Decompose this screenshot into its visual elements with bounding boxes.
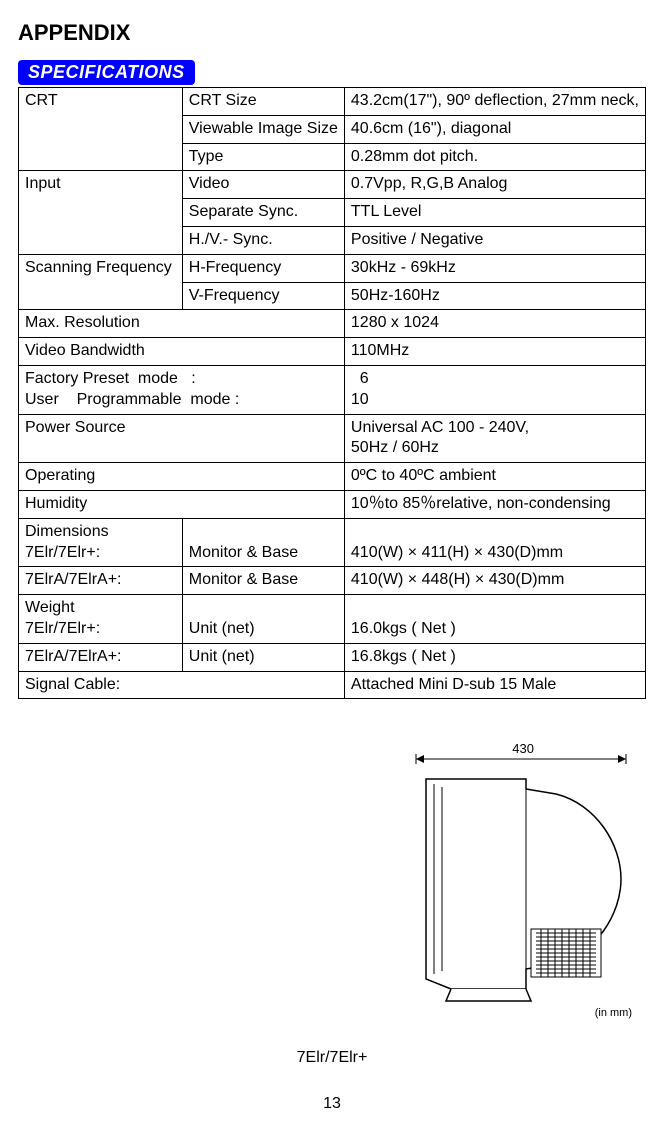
spec-label: Operating [19, 463, 345, 491]
table-row: Video Bandwidth110MHz [19, 338, 646, 366]
spec-value: 50Hz-160Hz [344, 282, 645, 310]
spec-param: Monitor & Base [182, 567, 344, 595]
spec-value: 1280 x 1024 [344, 310, 645, 338]
spec-value: 30kHz - 69kHz [344, 254, 645, 282]
table-row: 7ElrA/7ElrA+:Unit (net)16.8kgs ( Net ) [19, 643, 646, 671]
spec-param: Type [182, 143, 344, 171]
model-caption: 7Elr/7Elr+ [18, 1049, 646, 1067]
specifications-table: CRTCRT Size43.2cm(17"), 90º deflection, … [18, 87, 646, 699]
spec-param: Unit (net) [182, 595, 344, 644]
spec-param: Unit (net) [182, 643, 344, 671]
table-row: Operating0ºC to 40ºC ambient [19, 463, 646, 491]
spec-value: 40.6cm (16"), diagonal [344, 115, 645, 143]
table-row: Power SourceUniversal AC 100 - 240V, 50H… [19, 414, 646, 463]
table-row: Signal Cable:Attached Mini D-sub 15 Male [19, 671, 646, 699]
spec-value: 0.7Vpp, R,G,B Analog [344, 171, 645, 199]
spec-value: 0ºC to 40ºC ambient [344, 463, 645, 491]
spec-label: Video Bandwidth [19, 338, 345, 366]
table-row: Weight 7Elr/7Elr+: Unit (net) 16.0kgs ( … [19, 595, 646, 644]
spec-label: Power Source [19, 414, 345, 463]
spec-param: Monitor & Base [182, 518, 344, 567]
spec-value: Positive / Negative [344, 226, 645, 254]
spec-group: CRT [19, 88, 183, 171]
table-row: 7ElrA/7ElrA+:Monitor & Base410(W) × 448(… [19, 567, 646, 595]
table-row: Factory Preset mode : User Programmable … [19, 365, 646, 414]
spec-group: Scanning Frequency [19, 254, 183, 310]
page-title: APPENDIX [18, 20, 646, 46]
monitor-side-view-icon [396, 749, 636, 1009]
spec-group: Dimensions 7Elr/7Elr+: [19, 518, 183, 567]
unit-label: (in mm) [595, 1007, 632, 1019]
table-row: Dimensions 7Elr/7Elr+: Monitor & Base 41… [19, 518, 646, 567]
spec-group: 7ElrA/7ElrA+: [19, 643, 183, 671]
spec-label: Factory Preset mode : User Programmable … [19, 365, 345, 414]
spec-param: V-Frequency [182, 282, 344, 310]
monitor-diagram: 430 [18, 749, 646, 1039]
spec-group: Weight 7Elr/7Elr+: [19, 595, 183, 644]
spec-value: 410(W) × 411(H) × 430(D)mm [344, 518, 645, 567]
section-heading: SPECIFICATIONS [18, 60, 195, 85]
spec-value: 43.2cm(17"), 90º deflection, 27mm neck, [344, 88, 645, 116]
table-row: InputVideo0.7Vpp, R,G,B Analog [19, 171, 646, 199]
table-row: Max. Resolution1280 x 1024 [19, 310, 646, 338]
spec-value: Universal AC 100 - 240V, 50Hz / 60Hz [344, 414, 645, 463]
spec-param: Video [182, 171, 344, 199]
spec-value: 110MHz [344, 338, 645, 366]
spec-value: 10％to 85％relative, non-condensing [344, 490, 645, 518]
spec-param: Viewable Image Size [182, 115, 344, 143]
spec-value: 16.0kgs ( Net ) [344, 595, 645, 644]
spec-label: Humidity [19, 490, 345, 518]
page-number: 13 [18, 1095, 646, 1113]
spec-value: TTL Level [344, 199, 645, 227]
spec-label: Signal Cable: [19, 671, 345, 699]
spec-param: H./V.- Sync. [182, 226, 344, 254]
table-row: Scanning FrequencyH-Frequency30kHz - 69k… [19, 254, 646, 282]
spec-value: 410(W) × 448(H) × 430(D)mm [344, 567, 645, 595]
spec-label: Max. Resolution [19, 310, 345, 338]
spec-param: H-Frequency [182, 254, 344, 282]
table-row: Humidity10％to 85％relative, non-condensin… [19, 490, 646, 518]
spec-param: Separate Sync. [182, 199, 344, 227]
spec-value: Attached Mini D-sub 15 Male [344, 671, 645, 699]
spec-group: Input [19, 171, 183, 254]
spec-value: 6 10 [344, 365, 645, 414]
spec-value: 16.8kgs ( Net ) [344, 643, 645, 671]
spec-param: CRT Size [182, 88, 344, 116]
spec-value: 0.28mm dot pitch. [344, 143, 645, 171]
table-row: CRTCRT Size43.2cm(17"), 90º deflection, … [19, 88, 646, 116]
spec-group: 7ElrA/7ElrA+: [19, 567, 183, 595]
